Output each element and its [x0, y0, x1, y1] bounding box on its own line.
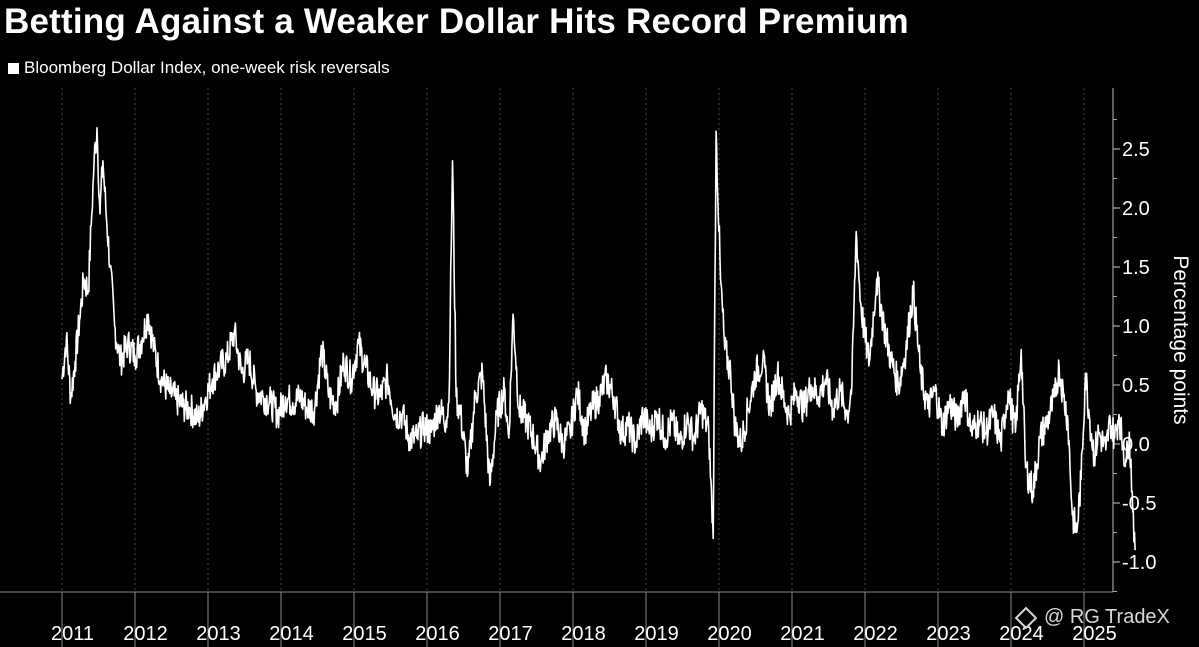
series-line	[61, 127, 1136, 551]
legend-swatch	[8, 62, 19, 74]
x-tick-label: 2013	[196, 623, 241, 645]
x-tick-label: 2011	[51, 623, 94, 645]
legend: Bloomberg Dollar Index, one-week risk re…	[8, 58, 390, 78]
x-tick-label: 2022	[853, 623, 898, 645]
y-tick-label: -0.5	[1122, 493, 1156, 515]
grid-lines	[61, 88, 1085, 592]
x-tick-label: 2021	[780, 623, 825, 645]
y-tick-label: -1.0	[1122, 552, 1156, 574]
legend-label: Bloomberg Dollar Index, one-week risk re…	[24, 58, 390, 77]
watermark-text: @ RG TradeX	[1044, 606, 1170, 628]
x-tick-label: 2017	[488, 623, 533, 645]
y-tick-label: 2.0	[1122, 198, 1150, 220]
x-tick-label: 2024	[999, 623, 1044, 645]
y-tick-label: 1.5	[1122, 257, 1150, 279]
x-tick-labels: 2011 2012 2013 2014 2015 2016 2017 2018 2019 2020…	[51, 623, 1117, 645]
watermark: @ RG TradeX	[1014, 606, 1170, 629]
series-layer	[61, 127, 1136, 551]
axes	[0, 88, 1120, 647]
chart-title: Betting Against a Weaker Dollar Hits Rec…	[4, 2, 909, 41]
y-axis-label: Percentage points	[1169, 255, 1192, 425]
x-tick-label: 2016	[415, 623, 460, 645]
watermark-logo-icon	[1014, 606, 1038, 629]
x-tick-label: 2020	[707, 623, 752, 645]
x-tick-label: 2019	[634, 623, 679, 645]
x-tick-label: 2018	[561, 623, 606, 645]
x-tick-label: 2014	[269, 623, 314, 645]
x-tick-label: 2012	[123, 623, 168, 645]
x-tick-label: 2023	[926, 623, 971, 645]
x-tick-label: 2015	[342, 623, 387, 645]
y-tick-labels: -1.0-0.50.00.51.01.52.02.5	[1122, 139, 1156, 574]
x-tick-label: 2025	[1072, 623, 1117, 645]
y-tick-label: 0.5	[1122, 375, 1150, 397]
y-tick-label: 1.0	[1122, 316, 1150, 338]
y-tick-label: 2.5	[1122, 139, 1150, 161]
